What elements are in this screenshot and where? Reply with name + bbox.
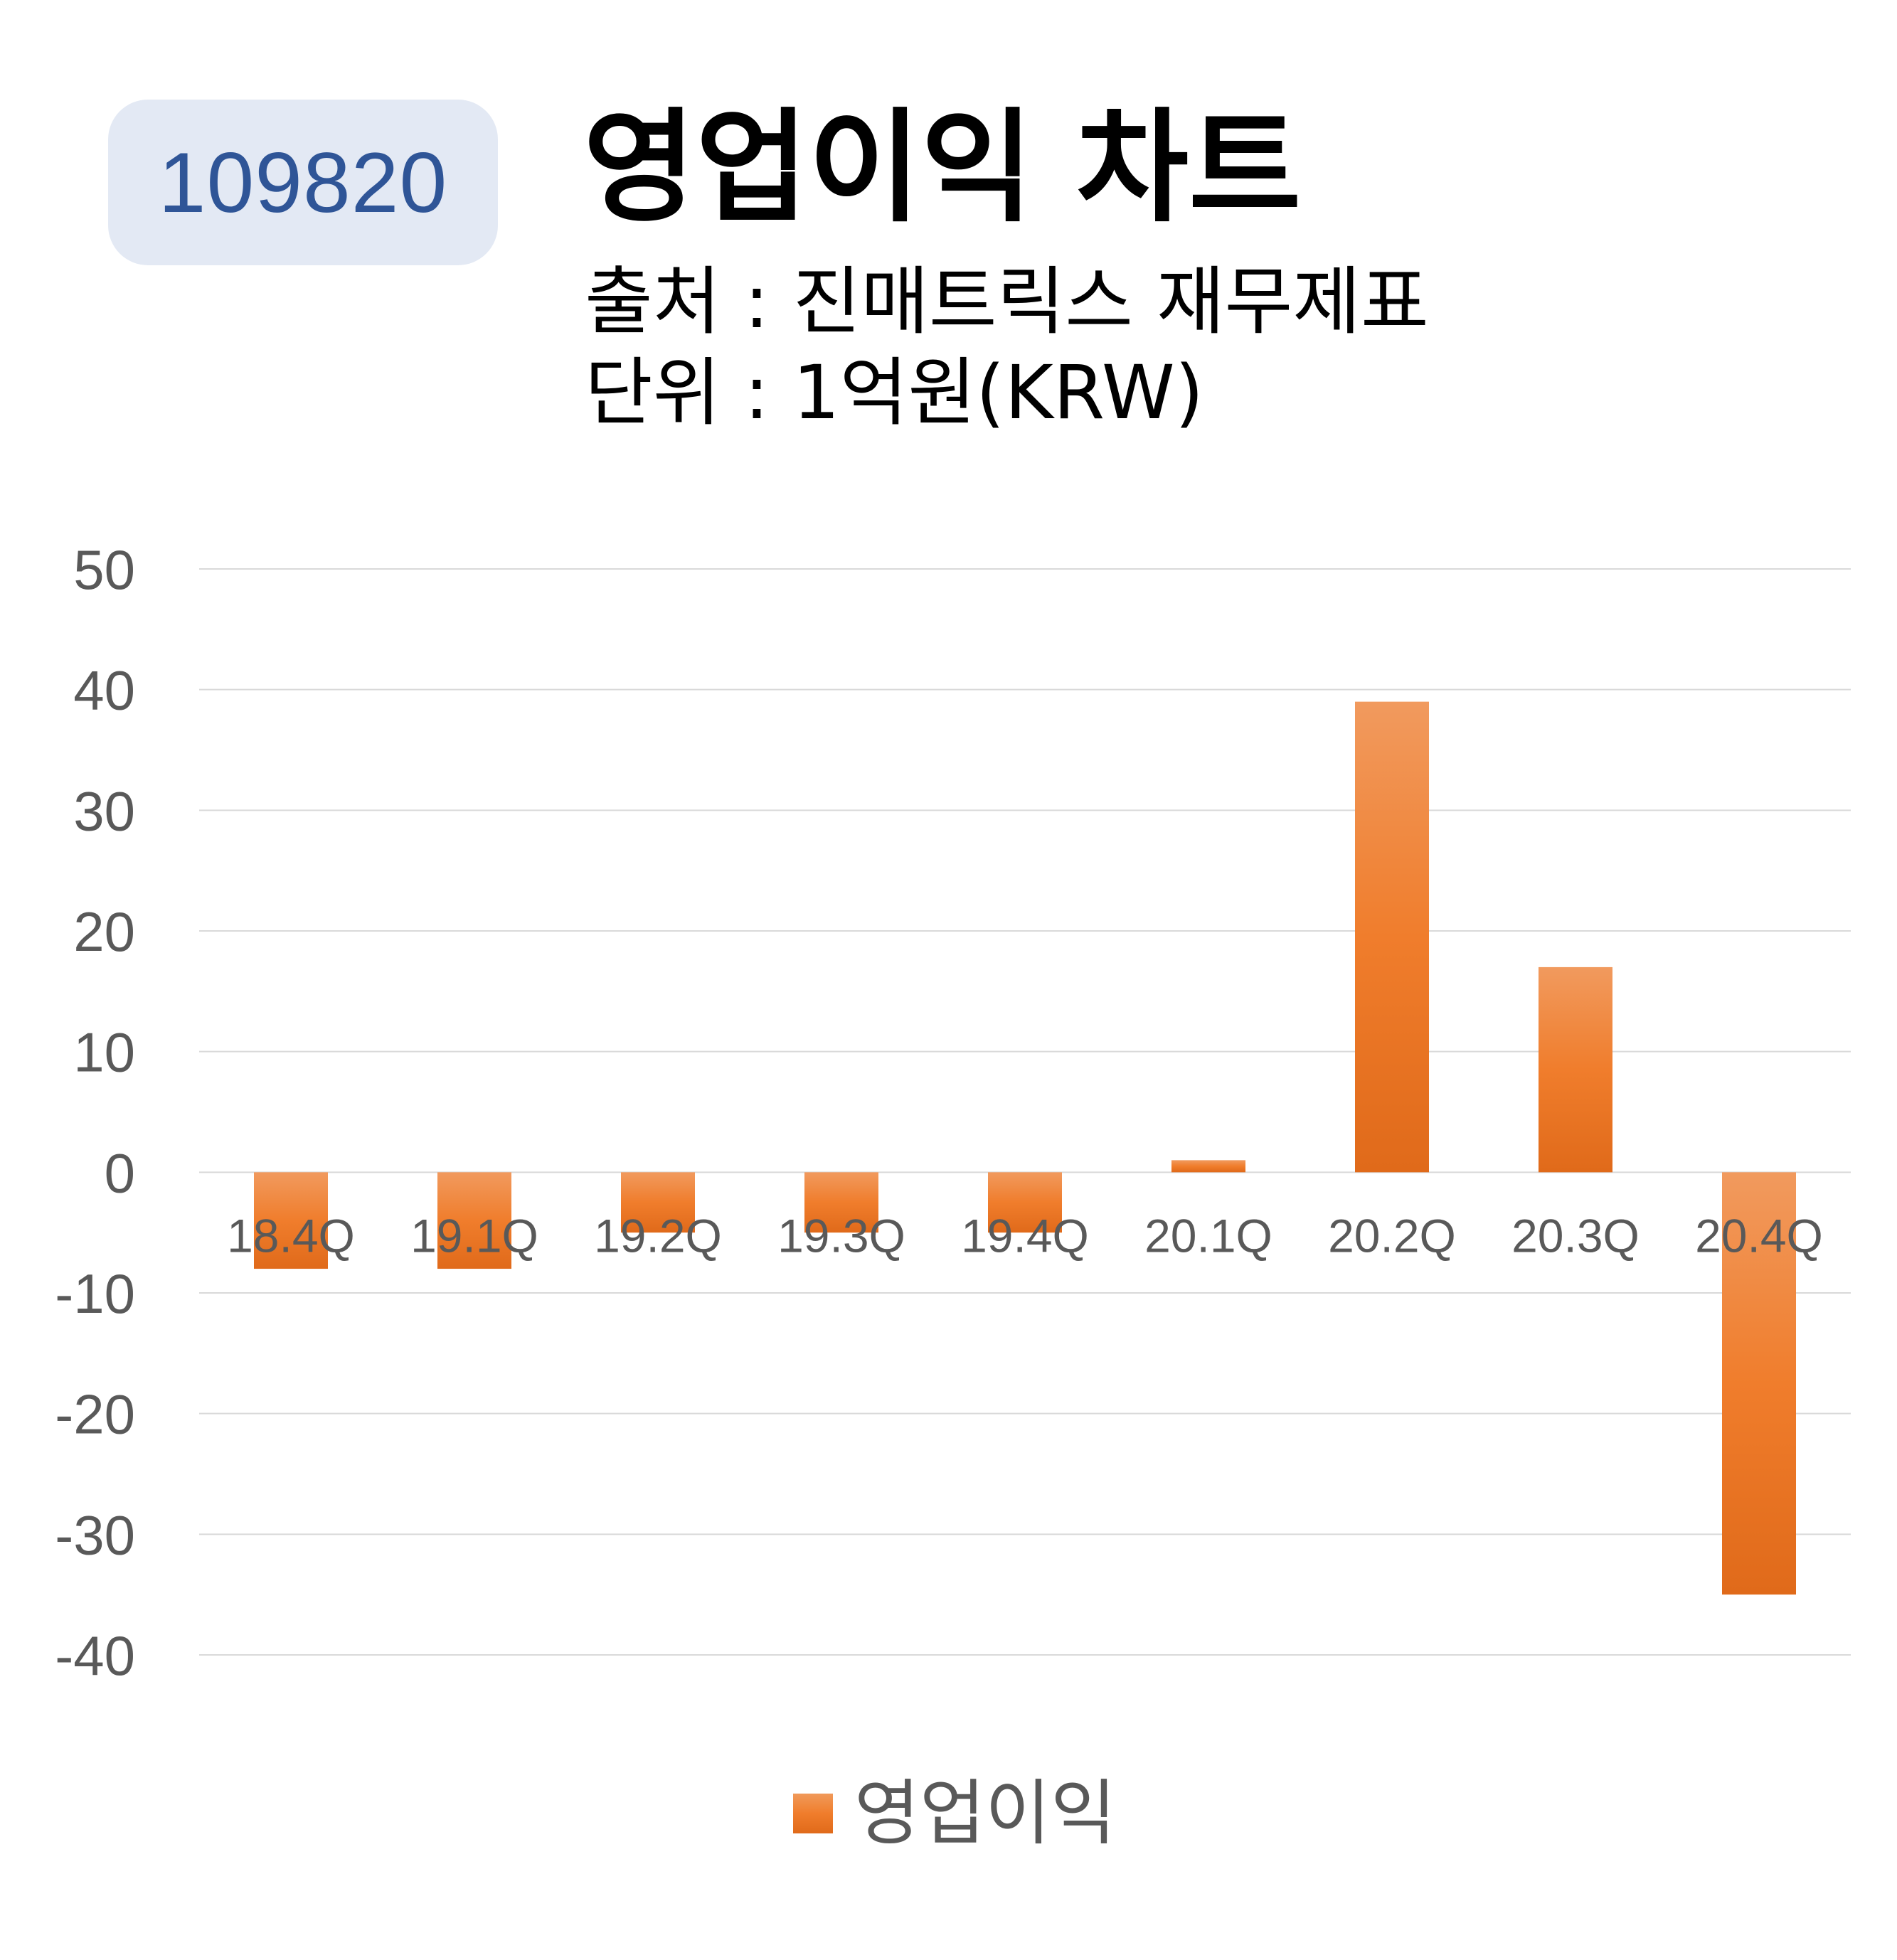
y-tick-label: -40 <box>55 1624 135 1687</box>
x-tick-label: 19.4Q <box>961 1209 1089 1262</box>
y-tick-label: 50 <box>73 538 135 601</box>
chart-title: 영업이익 차트 <box>583 96 1302 239</box>
y-axis-ticks: 50 40 30 20 10 0 -10 -20 -30 -40 <box>55 538 135 1687</box>
bar-19.1Q <box>437 1172 511 1269</box>
stock-code: 109820 <box>158 134 448 230</box>
bar-20.4Q <box>1722 1172 1796 1595</box>
x-tick-label: 18.4Q <box>227 1209 355 1262</box>
x-tick-label: 20.2Q <box>1328 1209 1456 1262</box>
x-tick-label: 19.2Q <box>594 1209 722 1262</box>
x-tick-label: 20.3Q <box>1511 1209 1640 1262</box>
bar-20.2Q <box>1355 701 1429 1173</box>
y-tick-label: 40 <box>73 659 135 722</box>
bar-19.2Q <box>621 1172 695 1233</box>
bar-19.3Q <box>804 1172 878 1233</box>
bar-20.3Q <box>1539 966 1612 1173</box>
legend-swatch <box>793 1794 833 1833</box>
stock-code-badge: 109820 <box>108 100 498 265</box>
x-axis-ticks: 18.4Q 19.1Q 19.2Q 19.3Q 19.4Q 20.1Q 20.2Q 20.3Q… <box>227 1209 1823 1262</box>
source-text: 출처 : 진매트릭스 재무제표 <box>585 258 1429 345</box>
x-tick-label: 19.1Q <box>410 1209 538 1262</box>
bar-20.1Q <box>1171 1160 1245 1173</box>
y-tick-label: -10 <box>55 1262 135 1325</box>
y-tick-label: 20 <box>73 900 135 963</box>
y-tick-label: -20 <box>55 1383 135 1446</box>
y-tick-label: 10 <box>73 1021 135 1084</box>
bar-18.4Q <box>254 1172 328 1269</box>
y-tick-label: 0 <box>105 1141 135 1204</box>
legend: 영업이익 <box>793 1778 1116 1849</box>
x-tick-label: 20.1Q <box>1144 1209 1272 1262</box>
legend-label: 영업이익 <box>854 1772 1116 1855</box>
bar-19.4Q <box>988 1172 1062 1233</box>
y-tick-label: 30 <box>73 779 135 842</box>
unit-text: 단위 : 1억원(KRW) <box>585 349 1204 436</box>
y-tick-label: -30 <box>55 1503 135 1566</box>
x-tick-label: 19.3Q <box>777 1209 905 1262</box>
bars <box>254 701 1796 1595</box>
x-tick-label: 20.4Q <box>1695 1209 1823 1262</box>
